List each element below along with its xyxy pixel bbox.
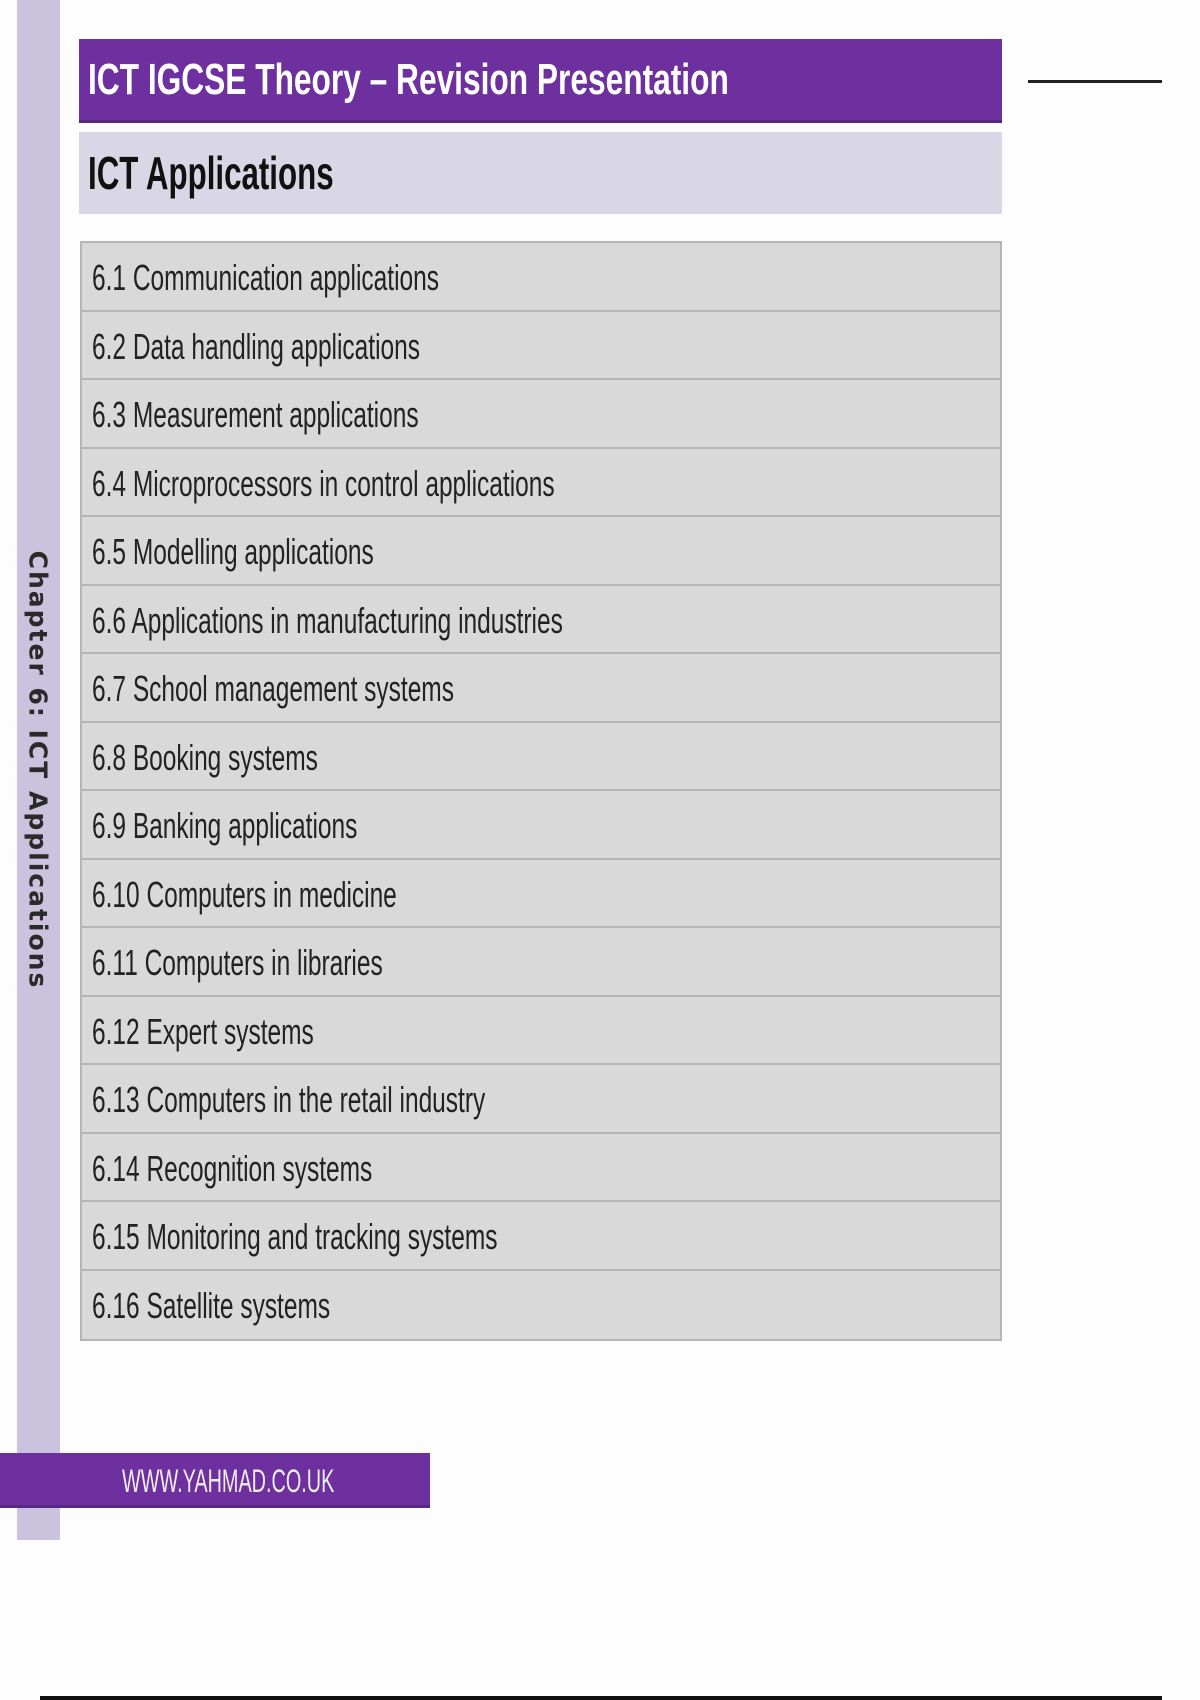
topic-label: 6.8 Booking systems bbox=[92, 736, 318, 778]
topic-row[interactable]: 6.7 School management systems bbox=[82, 654, 1000, 723]
topic-row[interactable]: 6.10 Computers in medicine bbox=[82, 859, 1000, 928]
title-bar: ICT IGCSE Theory – Revision Presentation bbox=[79, 39, 1002, 123]
topic-row[interactable]: 6.8 Booking systems bbox=[82, 722, 1000, 791]
subtitle-bar: ICT Applications bbox=[79, 132, 1002, 214]
topic-row[interactable]: 6.2 Data handling applications bbox=[82, 311, 1000, 380]
topic-label: 6.11 Computers in libraries bbox=[92, 942, 383, 983]
topic-row[interactable]: 6.6 Applications in manufacturing indust… bbox=[82, 585, 1000, 654]
section-title: ICT Applications bbox=[88, 147, 334, 199]
topic-label: 6.9 Banking applications bbox=[92, 805, 358, 846]
topic-row[interactable]: 6.12 Expert systems bbox=[82, 996, 1000, 1065]
topic-label: 6.15 Monitoring and tracking systems bbox=[92, 1216, 498, 1257]
topic-row[interactable]: 6.9 Banking applications bbox=[82, 791, 1000, 860]
topic-label: 6.16 Satellite systems bbox=[92, 1284, 331, 1326]
topics-table: 6.1 Communication applications 6.2 Data h… bbox=[80, 241, 1002, 1341]
topic-label: 6.6 Applications in manufacturing indust… bbox=[92, 599, 563, 641]
topic-label: 6.5 Modelling applications bbox=[92, 531, 374, 572]
topic-row[interactable]: 6.3 Measurement applications bbox=[82, 380, 1000, 449]
topic-row[interactable]: 6.11 Computers in libraries bbox=[82, 928, 1000, 997]
topic-row[interactable]: 6.15 Monitoring and tracking systems bbox=[82, 1202, 1000, 1271]
topic-label: 6.12 Expert systems bbox=[92, 1010, 314, 1052]
topic-row[interactable]: 6.13 Computers in the retail industry bbox=[82, 1065, 1000, 1134]
topic-label: 6.13 Computers in the retail industry bbox=[92, 1079, 486, 1120]
topic-label: 6.2 Data handling applications bbox=[92, 325, 420, 367]
topic-label: 6.10 Computers in medicine bbox=[92, 873, 397, 915]
page-title: ICT IGCSE Theory – Revision Presentation bbox=[88, 55, 729, 104]
topic-row[interactable]: 6.14 Recognition systems bbox=[82, 1133, 1000, 1202]
topic-row[interactable]: 6.1 Communication applications bbox=[82, 243, 1000, 312]
footer-banner: WWW.YAHMAD.CO.UK bbox=[0, 1453, 430, 1508]
divider-top bbox=[1028, 80, 1162, 83]
topic-row[interactable]: 6.16 Satellite systems bbox=[82, 1270, 1000, 1339]
sidebar-strip bbox=[17, 0, 60, 1540]
topic-label: 6.1 Communication applications bbox=[92, 257, 439, 298]
topic-label: 6.14 Recognition systems bbox=[92, 1147, 373, 1189]
website-link[interactable]: WWW.YAHMAD.CO.UK bbox=[122, 1463, 335, 1499]
topic-row[interactable]: 6.4 Microprocessors in control applicati… bbox=[82, 448, 1000, 517]
topic-label: 6.7 School management systems bbox=[92, 668, 454, 709]
divider-bottom bbox=[40, 1696, 1162, 1700]
topic-label: 6.3 Measurement applications bbox=[92, 394, 419, 435]
topic-row[interactable]: 6.5 Modelling applications bbox=[82, 517, 1000, 586]
topic-label: 6.4 Microprocessors in control applicati… bbox=[92, 462, 555, 504]
chapter-label: Chapter 6: ICT Applications bbox=[23, 550, 53, 990]
